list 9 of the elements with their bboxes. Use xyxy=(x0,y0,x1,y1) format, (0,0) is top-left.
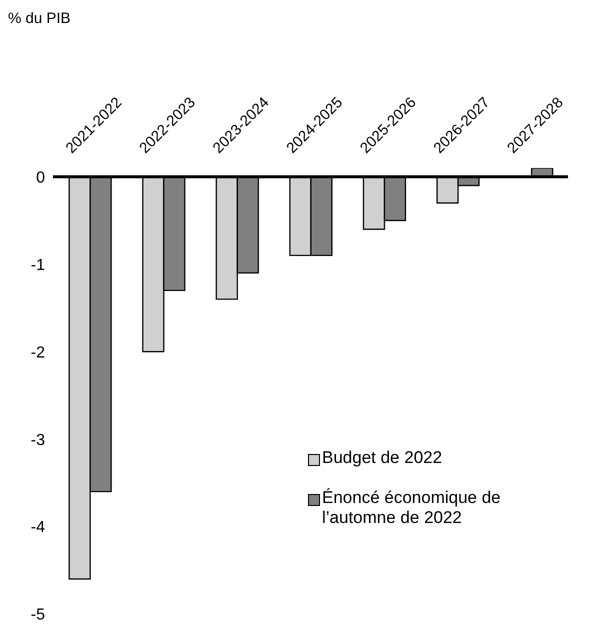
y-tick-label: -5 xyxy=(30,606,46,624)
y-tick-label: -2 xyxy=(30,344,46,362)
legend-label: Énoncé économique de l’automne de 2022 xyxy=(322,488,502,528)
y-tick-label: -1 xyxy=(30,256,46,274)
text: % du PIB xyxy=(8,10,71,27)
y-tick-label: 0 xyxy=(36,169,46,186)
y-tick-label: -4 xyxy=(30,519,46,536)
legend-label: Budget de 2022 xyxy=(322,448,442,468)
y-tick-label: -3 xyxy=(30,432,46,449)
